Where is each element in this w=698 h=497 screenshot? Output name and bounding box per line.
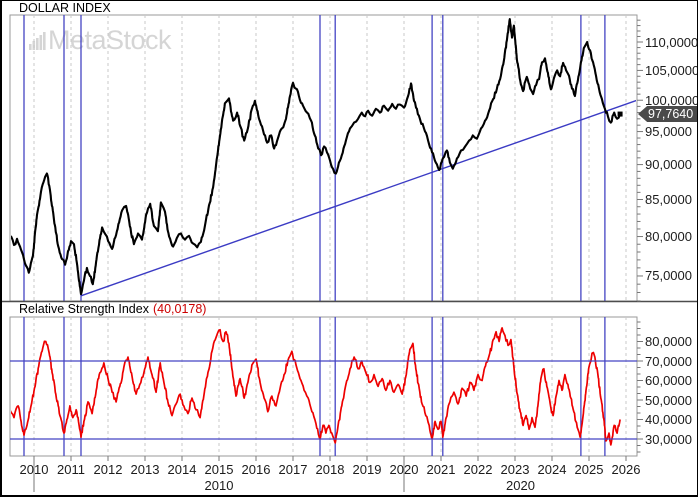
last-price-value: 97,7640 — [648, 107, 694, 121]
price-panel-title: DOLLAR INDEX — [19, 1, 111, 15]
rsi-title-text: Relative Strength Index — [19, 302, 149, 316]
rsi-panel-frame — [9, 316, 638, 457]
rsi-value: (40,0178) — [152, 302, 207, 316]
price-panel-frame — [9, 14, 638, 302]
rsi-line — [11, 327, 621, 446]
price-line — [11, 18, 622, 296]
last-price-badge: 97,7640 — [638, 106, 697, 122]
metastock-watermark-text: MetaStock — [48, 25, 172, 55]
trendline[interactable] — [80, 99, 637, 297]
rsi-panel-title: Relative Strength Index (40,0178) — [19, 302, 206, 316]
last-price-marker — [617, 111, 623, 117]
metastock-watermark: MetaStock — [29, 25, 172, 55]
